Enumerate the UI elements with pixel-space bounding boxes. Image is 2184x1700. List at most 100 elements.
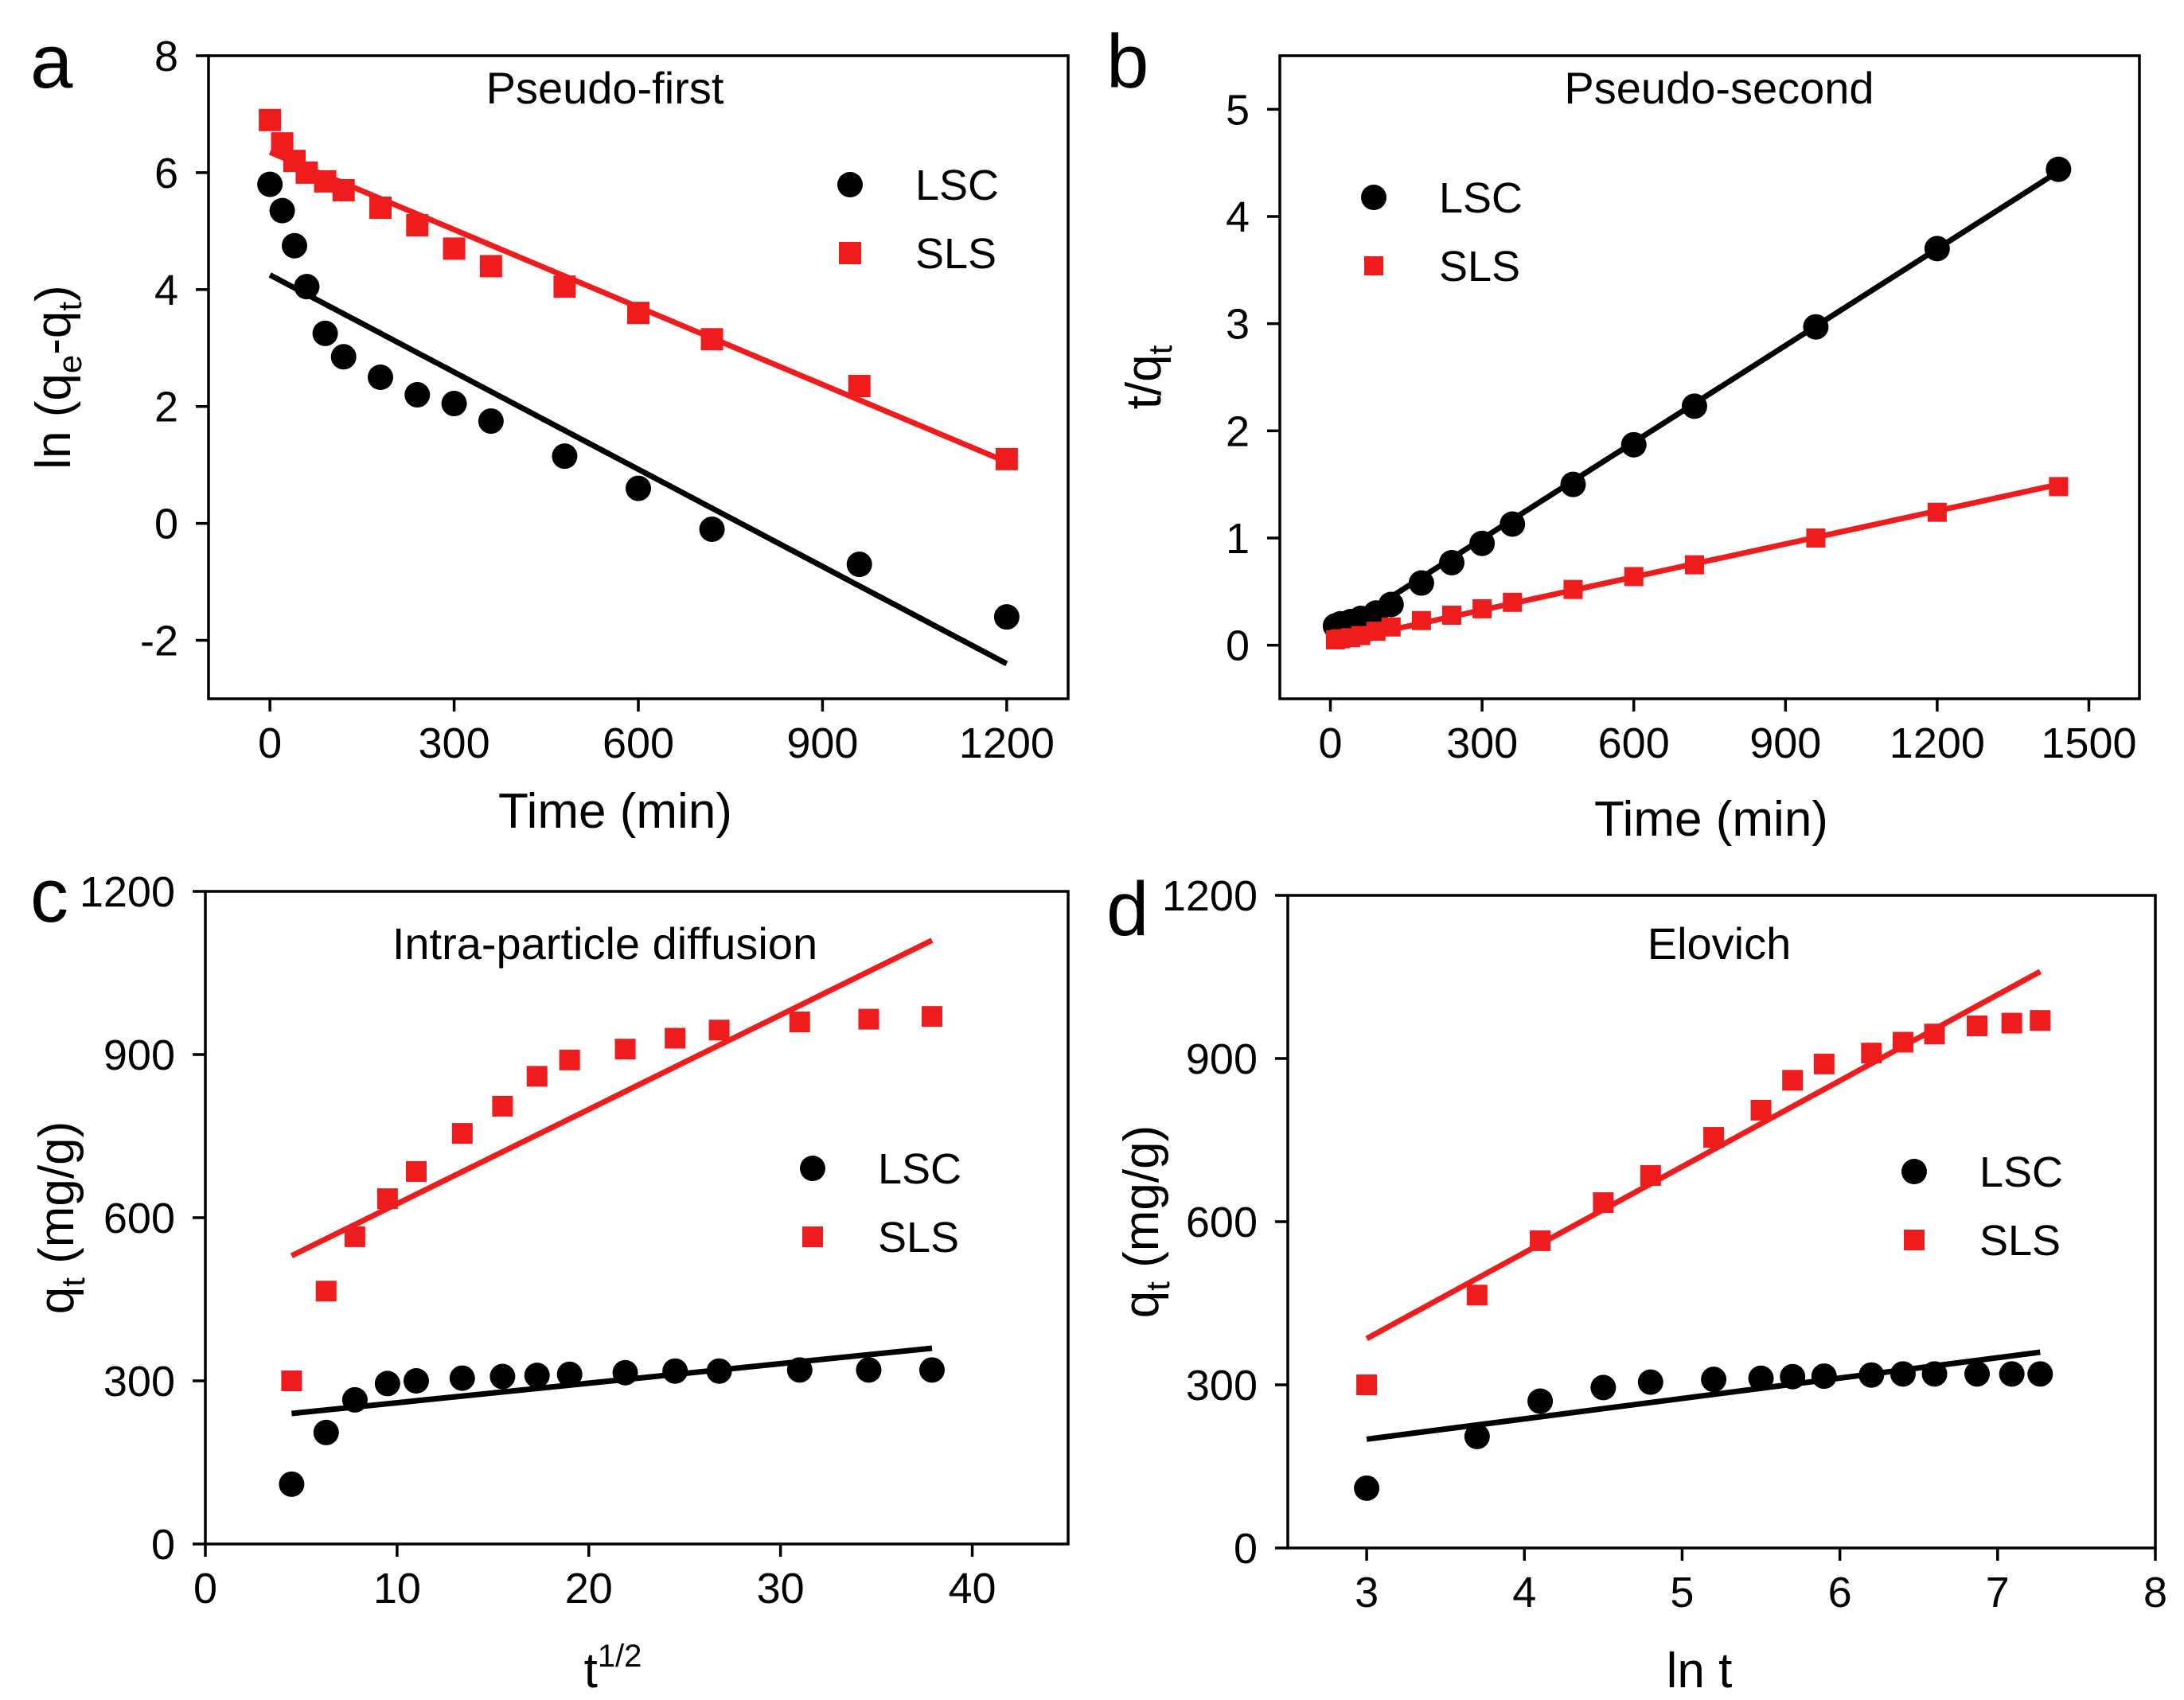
sls-point — [344, 1226, 365, 1247]
lsc-point — [1378, 591, 1404, 618]
sls-point — [1684, 555, 1704, 575]
sls-point — [526, 1066, 548, 1087]
legend-lsc-label: LSC — [1979, 1148, 2063, 1196]
panel-c-y-ticks: 0 300 600 900 1200 — [80, 868, 205, 1569]
legend-lsc-marker — [1901, 1159, 1927, 1184]
x-tick-label: 0 — [193, 1565, 217, 1612]
sls-point — [1593, 1192, 1614, 1214]
panel-c-label: c — [30, 853, 68, 938]
x-tick-label: 8 — [2143, 1569, 2167, 1616]
panel-d-x-ticks: 3 4 5 6 7 8 — [1355, 1548, 2167, 1616]
lsc-point — [2046, 156, 2072, 182]
lsc-point — [1500, 511, 1526, 537]
lsc-point — [330, 344, 357, 370]
legend-lsc-marker — [800, 1156, 825, 1181]
lsc-point — [403, 1368, 429, 1394]
lsc-fit-line — [291, 1345, 933, 1417]
panel-b-legend: LSC SLS — [1361, 174, 1523, 290]
panel-a-x-axis-label: Time (min) — [498, 784, 732, 839]
lsc-point — [1681, 393, 1707, 419]
lsc-point — [1803, 314, 1829, 340]
sls-point — [376, 1188, 398, 1210]
panel-d-legend: LSC SLS — [1901, 1148, 2063, 1265]
sls-point — [1411, 610, 1431, 630]
panel-a-label: a — [30, 19, 73, 104]
lsc-point — [1408, 570, 1434, 596]
sls-point — [1563, 579, 1583, 599]
lsc-point — [1811, 1363, 1837, 1390]
lsc-point — [1780, 1363, 1806, 1390]
panel-d-y-axis-label: qt (mg/g) — [1114, 1125, 1176, 1319]
sls-point — [1640, 1164, 1661, 1186]
y-tick-label: 1200 — [1162, 872, 1258, 920]
sls-point — [332, 178, 355, 201]
lsc-point — [846, 552, 872, 578]
lsc-point — [2027, 1361, 2053, 1387]
sls-point — [1861, 1043, 1882, 1064]
lsc-point — [856, 1357, 882, 1383]
sls-point — [665, 1027, 686, 1049]
x-tick-label: 1200 — [959, 719, 1055, 767]
legend-sls-label: SLS — [915, 230, 996, 278]
lsc-point — [1560, 471, 1586, 497]
lsc-point — [612, 1359, 638, 1386]
sls-point — [995, 447, 1018, 470]
panel-b-y-axis-label: t/qt — [1117, 345, 1179, 409]
lsc-point — [1469, 530, 1496, 556]
x-tick-label: 5 — [1670, 1569, 1694, 1616]
x-tick-label: 900 — [1749, 719, 1821, 767]
sls-point — [1466, 1285, 1488, 1306]
lsc-point — [552, 443, 578, 470]
y-tick-label: 4 — [1226, 193, 1250, 241]
lsc-point — [1701, 1367, 1727, 1393]
lsc-point — [312, 320, 338, 346]
sls-point — [405, 1160, 427, 1182]
panel-d-markers — [1354, 1010, 2053, 1501]
lsc-point — [1637, 1369, 1663, 1395]
panel-a: a Pseudo-first Time (min) ln (qe-qt) 0 30… — [26, 19, 1070, 839]
x-tick-label: 1200 — [1890, 719, 1985, 767]
sls-point — [1782, 1070, 1804, 1091]
x-tick-label: 300 — [419, 719, 490, 767]
sls-point — [1703, 1127, 1725, 1148]
x-tick-label: 600 — [603, 719, 674, 767]
legend-sls-marker — [839, 242, 861, 264]
panel-d: d Elovich ln t qt (mg/g) 3 4 5 6 7 8 0 300 600 9… — [1106, 867, 2167, 1698]
sls-point — [559, 1049, 580, 1070]
y-tick-label: 2 — [1226, 407, 1250, 455]
lsc-point — [1921, 1361, 1948, 1387]
panel-c-legend: LSC SLS — [800, 1145, 961, 1261]
lsc-point — [279, 1471, 305, 1497]
sls-point — [614, 1039, 636, 1060]
lsc-point — [918, 1357, 945, 1383]
y-tick-label: 1200 — [80, 868, 175, 916]
lsc-point — [786, 1357, 813, 1383]
sls-point — [708, 1020, 730, 1041]
panel-b-plot-frame — [1278, 54, 2141, 700]
lsc-point — [1590, 1374, 1617, 1401]
lsc-point — [441, 391, 467, 417]
legend-sls-label: SLS — [878, 1214, 959, 1261]
y-tick-label: 300 — [1186, 1362, 1258, 1410]
panel-b-x-axis-label: Time (min) — [1594, 792, 1828, 847]
x-tick-label: 3 — [1355, 1569, 1379, 1616]
legend-sls-label: SLS — [1979, 1217, 2061, 1265]
sls-point — [492, 1095, 513, 1117]
panel-b-title: Pseudo-second — [1564, 63, 1874, 113]
y-tick-label: 6 — [154, 150, 178, 197]
sls-point — [627, 302, 649, 325]
sls-point — [451, 1123, 473, 1144]
y-tick-label: 2 — [154, 384, 178, 431]
lsc-point — [662, 1358, 688, 1384]
lsc-point — [699, 516, 725, 542]
x-tick-label: 0 — [1319, 719, 1343, 767]
panel-b-x-ticks: 0 300 600 900 1200 1500 — [1319, 699, 2137, 767]
lsc-point — [294, 274, 320, 300]
lsc-point — [993, 604, 1020, 630]
lsc-point — [313, 1419, 339, 1445]
sls-point — [2030, 1010, 2051, 1031]
lsc-point — [257, 171, 283, 197]
sls-point — [479, 255, 502, 278]
x-tick-label: 20 — [565, 1565, 613, 1612]
